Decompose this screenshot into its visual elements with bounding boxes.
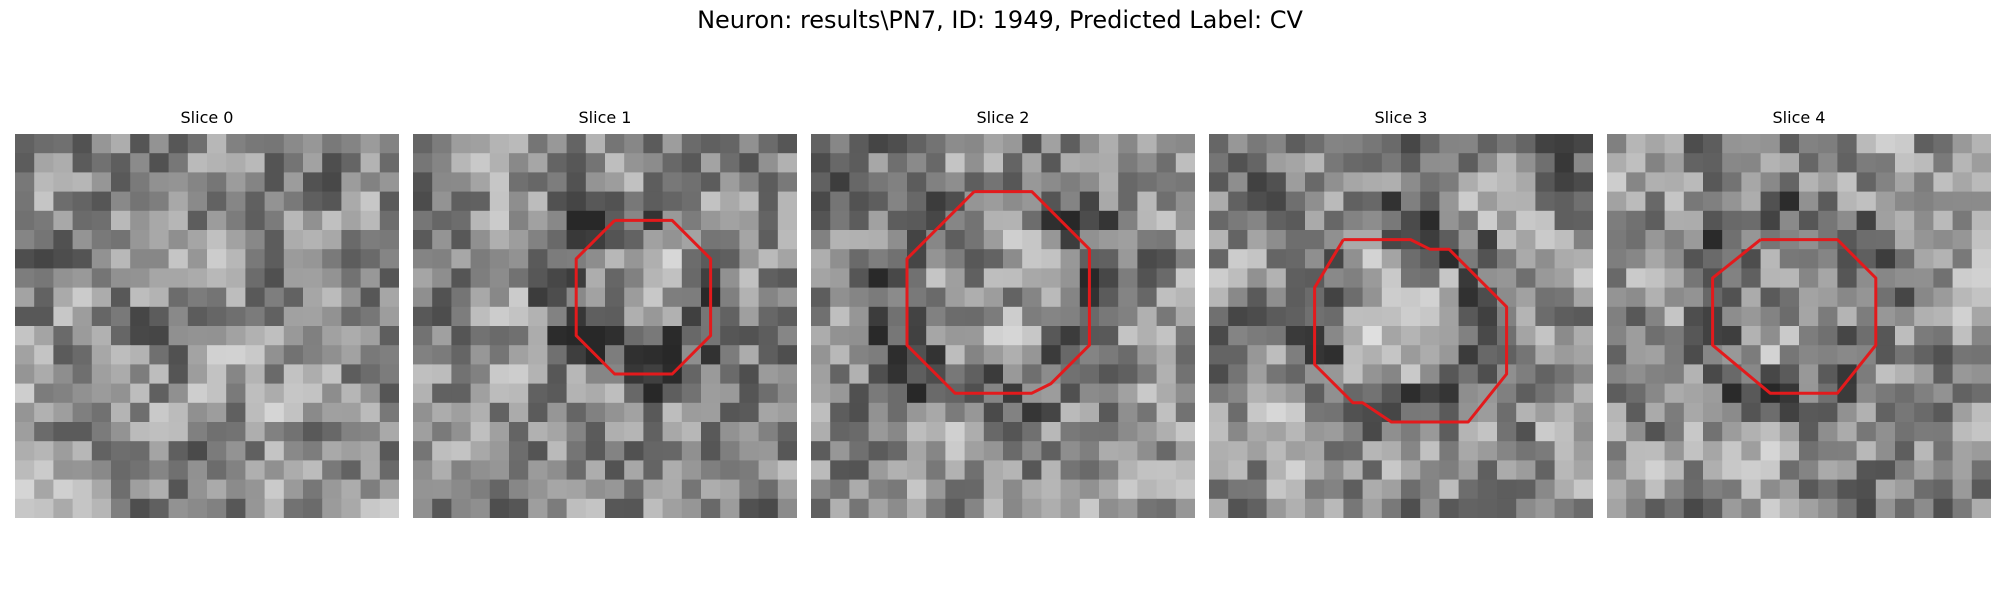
slice-2-image bbox=[811, 134, 1195, 518]
slice-2-title: Slice 2 bbox=[976, 108, 1030, 127]
contour-outline bbox=[905, 190, 1091, 395]
slice-1-title: Slice 1 bbox=[578, 108, 632, 127]
figure-title: Neuron: results\PN7, ID: 1949, Predicted… bbox=[697, 6, 1303, 34]
pixel-grid bbox=[811, 134, 1195, 518]
pixel-grid bbox=[1607, 134, 1991, 518]
slice-3-image bbox=[1209, 134, 1593, 518]
pixel-grid bbox=[1209, 134, 1593, 518]
pixel-grid bbox=[15, 134, 399, 518]
pixel-grid bbox=[413, 134, 797, 518]
slice-3-title: Slice 3 bbox=[1374, 108, 1428, 127]
contour-outline bbox=[1313, 238, 1509, 424]
slice-4-image bbox=[1607, 134, 1991, 518]
contour-outline bbox=[1711, 238, 1878, 395]
slice-4-title: Slice 4 bbox=[1772, 108, 1826, 127]
contour-outline bbox=[574, 218, 713, 376]
slice-1-image bbox=[413, 134, 797, 518]
slice-0-image bbox=[15, 134, 399, 518]
slice-0-title: Slice 0 bbox=[180, 108, 234, 127]
